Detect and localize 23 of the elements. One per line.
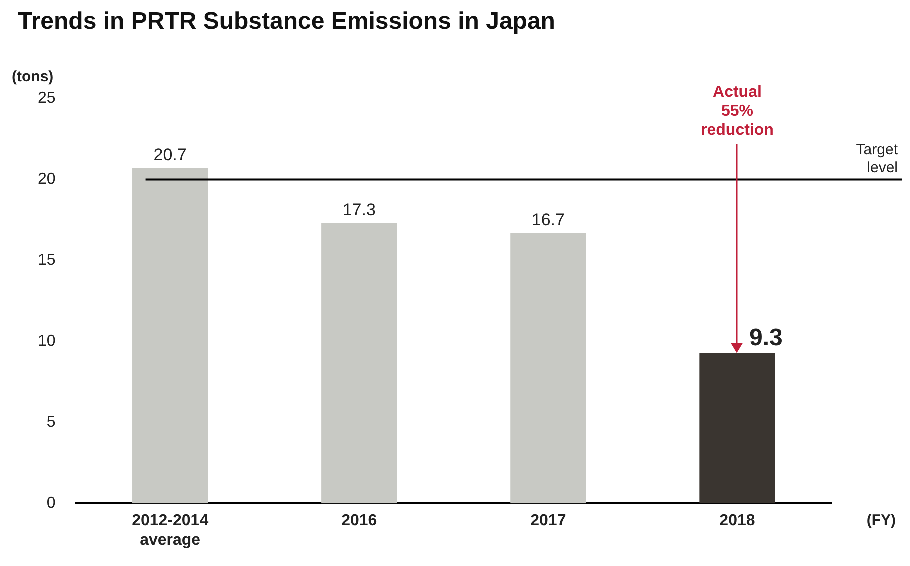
data-label: 17.3 [342,200,376,220]
x-tick-label: 2018 [720,512,756,530]
data-label: 9.3 [749,324,783,352]
y-tick-label: 5 [46,414,56,432]
bar [700,353,776,504]
data-label: 20.7 [154,146,187,165]
bar [132,168,208,504]
x-tick-label: 2016 [342,512,378,530]
ref-line-label: Target level [856,141,899,176]
bar [510,233,586,504]
x-axis-title: (FY) [866,512,896,530]
y-tick-label: 0 [46,495,56,512]
y-tick-label: 10 [38,333,56,350]
x-tick-label: 2017 [530,512,566,530]
y-axis-title: (tons) [12,68,54,86]
chart-title: Trends in PRTR Substance Emissions in Japan [18,8,556,36]
y-tick-label: 20 [38,171,56,188]
data-label: 16.7 [532,210,565,230]
x-tick-label: 2012-2014 average [132,512,209,549]
bar [322,223,398,504]
y-tick-label: 25 [38,90,56,108]
annotation: Actual 55% reduction [701,84,774,140]
y-tick-label: 15 [38,252,56,270]
